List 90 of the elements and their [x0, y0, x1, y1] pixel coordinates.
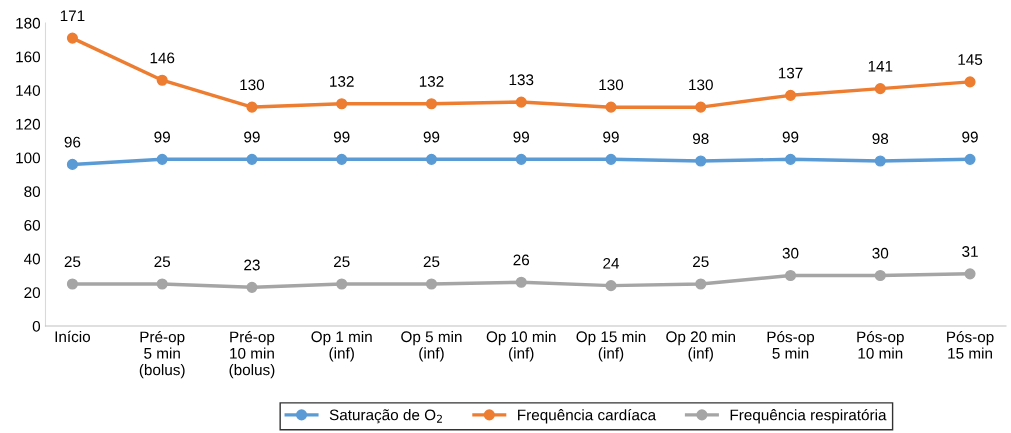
data-label: 99: [333, 131, 350, 143]
point: [156, 153, 168, 165]
y-tick-label: 120: [16, 118, 41, 130]
point: [695, 278, 707, 290]
point: [425, 278, 438, 290]
data-label: 99: [423, 131, 440, 143]
legend-label: Saturação de O$_{2}$: [329, 409, 442, 424]
point: [156, 74, 168, 86]
point: [515, 276, 527, 288]
point: [66, 278, 78, 290]
data-label: 99: [603, 131, 619, 143]
point: [784, 153, 797, 165]
data-label: 130: [599, 79, 624, 91]
point: [246, 153, 258, 165]
point: [964, 76, 976, 88]
data-label: 24: [603, 257, 620, 269]
x-tick-label: Pós-op 5 min: [767, 330, 815, 359]
data-label: 25: [333, 256, 350, 268]
point: [425, 98, 438, 110]
x-tick-label: Início: [55, 330, 91, 343]
y-tick-label: 180: [16, 17, 41, 29]
point: [425, 153, 438, 165]
point: [336, 98, 348, 110]
point: [515, 153, 527, 165]
x-tick-label: Op 20 min (inf): [666, 330, 736, 362]
x-tick-label: Op 5 min (inf): [401, 330, 462, 362]
point: [605, 101, 617, 113]
y-tick-label: 160: [16, 51, 41, 63]
data-label: 25: [64, 256, 81, 268]
point: [246, 281, 258, 293]
data-label: 137: [778, 67, 803, 79]
point: [605, 153, 617, 165]
data-label: 99: [962, 131, 978, 143]
point: [66, 32, 78, 44]
point: [336, 278, 348, 290]
point: [874, 83, 886, 95]
data-label: 30: [872, 247, 889, 259]
point: [695, 101, 707, 113]
y-tick-label: 100: [16, 152, 41, 164]
data-label: 30: [782, 247, 799, 259]
data-label: 23: [244, 259, 260, 271]
y-tick-label: 60: [24, 219, 41, 231]
data-label: 99: [154, 131, 170, 143]
y-tick-label: 20: [24, 287, 41, 299]
x-tick-label: Pré-op 5 min (bolus): [139, 330, 185, 379]
point: [784, 89, 797, 101]
y-tick-label: 40: [23, 253, 41, 265]
x-tick-label: Op 10 min (inf): [486, 330, 556, 362]
point: [336, 153, 348, 165]
point: [874, 155, 886, 167]
y-tick-label: 0: [32, 320, 41, 332]
point: [695, 155, 707, 167]
data-label: 130: [689, 79, 713, 91]
data-label: 99: [782, 131, 799, 143]
data-label: 141: [868, 61, 893, 72]
data-label: 26: [513, 254, 530, 266]
point: [515, 96, 527, 108]
x-tick-label: Op 15 min (inf): [576, 330, 646, 362]
data-label: 25: [154, 256, 171, 268]
data-label: 132: [419, 76, 444, 87]
point: [964, 153, 976, 165]
y-tick-label: 140: [16, 85, 41, 96]
data-label: 133: [509, 74, 534, 86]
data-label: 25: [693, 256, 709, 268]
data-label: 98: [872, 133, 889, 145]
point: [66, 158, 78, 170]
data-label: 146: [150, 52, 175, 64]
data-label: 132: [330, 76, 354, 87]
data-label: 130: [240, 79, 265, 91]
data-label: 99: [513, 131, 530, 143]
legend-label: Frequência cardíaca: [518, 408, 657, 424]
point: [156, 278, 168, 290]
x-tick-label: Pós-op 10 min: [857, 330, 904, 359]
point: [784, 269, 797, 282]
point: [964, 268, 976, 280]
point: [605, 280, 617, 292]
x-tick-label: Op 1 min (inf): [311, 330, 372, 362]
data-label: 99: [244, 131, 260, 143]
point: [874, 269, 886, 282]
legend-label: Frequência respiratória: [730, 408, 887, 424]
data-label: 31: [962, 246, 978, 257]
data-label: 98: [692, 133, 709, 145]
data-label: 171: [60, 10, 85, 22]
x-tick-label: Pré-op 10 min (bolus): [229, 330, 275, 379]
data-label: 145: [958, 54, 983, 65]
y-tick-label: 80: [24, 186, 41, 198]
point: [246, 101, 258, 113]
data-label: 25: [423, 256, 440, 268]
x-tick-label: Pós-op 15 min: [947, 330, 994, 359]
data-label: 96: [64, 136, 81, 148]
